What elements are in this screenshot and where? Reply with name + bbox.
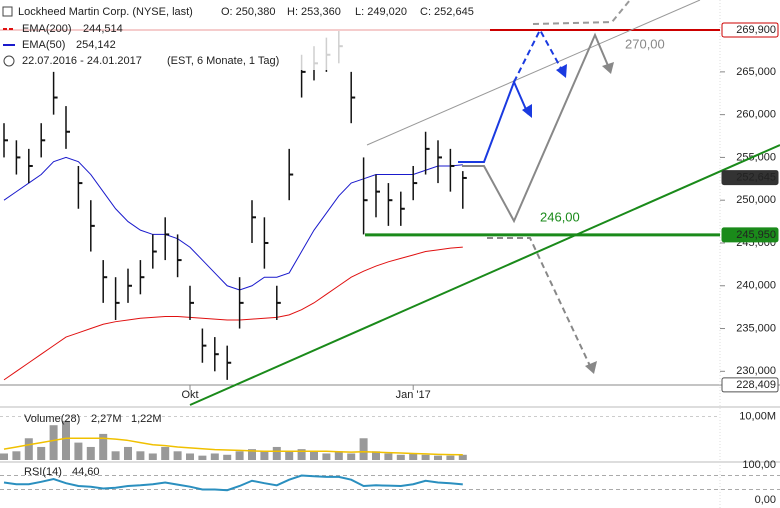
volume-bar xyxy=(347,453,356,460)
subtitle: (EST, 6 Monate, 1 Tag) xyxy=(167,55,279,67)
volume-bar xyxy=(161,446,170,460)
volume-bar xyxy=(396,454,405,460)
legend-label: EMA(200) xyxy=(22,23,72,35)
volume-bar xyxy=(62,420,70,460)
volume-bar xyxy=(334,451,343,460)
price-box xyxy=(721,170,779,186)
y-tick-label: 265,000 xyxy=(736,66,776,78)
volume-bar xyxy=(173,451,182,460)
panel-title: RSI(14) xyxy=(24,466,62,478)
price-box xyxy=(721,22,779,38)
volume-bar xyxy=(186,453,194,460)
volume-bar xyxy=(235,451,244,460)
volume-bar xyxy=(24,438,33,460)
drawings xyxy=(189,0,780,406)
volume-bar xyxy=(99,433,108,460)
ema-line xyxy=(3,246,463,381)
volume-bar xyxy=(111,451,120,460)
volume-bar xyxy=(0,453,8,460)
arrow-head xyxy=(556,64,567,78)
ohlc-label: C: 252,645 xyxy=(420,6,474,18)
volume-bar xyxy=(322,453,331,460)
volume-bar xyxy=(285,451,294,460)
projection xyxy=(532,0,631,25)
volume-bar xyxy=(458,454,467,460)
clock-icon xyxy=(3,55,15,67)
projection xyxy=(462,32,610,224)
volume-bar xyxy=(148,453,157,460)
volume-bar xyxy=(223,454,232,460)
projection xyxy=(458,79,529,163)
volume-bar xyxy=(124,446,132,460)
volume-bar xyxy=(446,455,455,460)
projection xyxy=(487,237,592,369)
volume-bar xyxy=(210,453,219,460)
channel-line xyxy=(366,0,701,146)
x-tick-label: Okt xyxy=(181,389,198,401)
plot-area: 230,000235,000240,000245,000250,000255,0… xyxy=(0,28,780,506)
volume-bar xyxy=(310,451,318,460)
volume-bar xyxy=(136,451,145,460)
y-tick-label: 230,000 xyxy=(736,365,776,377)
volume-average xyxy=(3,437,463,456)
volume-bar xyxy=(74,442,83,460)
price-box-label: 269,900 xyxy=(736,24,776,36)
legend-box xyxy=(0,0,490,70)
volume-bar xyxy=(12,451,21,460)
rsi-line xyxy=(3,474,463,492)
price-box xyxy=(721,377,779,393)
trend-line xyxy=(189,144,780,406)
legend-value: 44,60 xyxy=(72,466,100,478)
ema-line xyxy=(3,156,463,291)
ohlc-label: L: 249,020 xyxy=(355,6,407,18)
chart-title: Lockheed Martin Corp. (NYSE, last) xyxy=(18,6,193,18)
volume-bar xyxy=(409,453,418,460)
y-tick-label: 10,00M xyxy=(739,410,776,422)
ohlc-label: H: 253,360 xyxy=(287,6,341,18)
icon xyxy=(2,6,13,17)
volume-bar xyxy=(272,446,281,460)
volume-bar xyxy=(86,446,95,460)
volume-bar xyxy=(359,438,368,460)
projection xyxy=(513,27,564,83)
annotation: 270,00 xyxy=(625,36,665,51)
y-tick-label: 260,000 xyxy=(736,109,776,121)
x-tick-label: Jan '17 xyxy=(396,389,431,401)
annotation: 246,00 xyxy=(540,209,580,224)
legend-value: 244,514 xyxy=(83,23,123,35)
volume-bar xyxy=(198,455,207,460)
subtitle: 22.07.2016 - 24.01.2017 xyxy=(22,55,142,67)
price-box-label: 228,409 xyxy=(736,379,776,391)
volume-bar xyxy=(372,451,380,460)
y-tick-label: 235,000 xyxy=(736,322,776,334)
volume-bar xyxy=(37,446,46,460)
legend-value: 1,22M xyxy=(131,413,162,425)
volume-bar xyxy=(260,451,269,460)
volume-bar xyxy=(297,449,306,460)
legend-value: 254,142 xyxy=(76,39,116,51)
y-tick-label: 100,00 xyxy=(742,459,776,471)
y-tick-label: 240,000 xyxy=(736,280,776,292)
arrow-head xyxy=(602,62,614,74)
panel-title: Volume(28) xyxy=(24,413,80,425)
price-box-label: 252,645 xyxy=(736,171,776,183)
arrow-head xyxy=(522,104,532,118)
price-box-label: 245,950 xyxy=(736,229,776,241)
volume-bar xyxy=(384,453,393,460)
y-tick-label: 250,000 xyxy=(736,194,776,206)
volume-bar xyxy=(49,425,58,460)
legend-value: 2,27M xyxy=(91,413,122,425)
ohlc-label: O: 250,380 xyxy=(221,6,275,18)
y-tick-label: 0,00 xyxy=(755,494,776,506)
volume-bar xyxy=(248,449,256,460)
legend-label: EMA(50) xyxy=(22,39,65,51)
volume-bar xyxy=(421,454,430,460)
arrow-head xyxy=(585,361,597,374)
volume-bar xyxy=(434,455,442,460)
price-box xyxy=(721,227,779,243)
